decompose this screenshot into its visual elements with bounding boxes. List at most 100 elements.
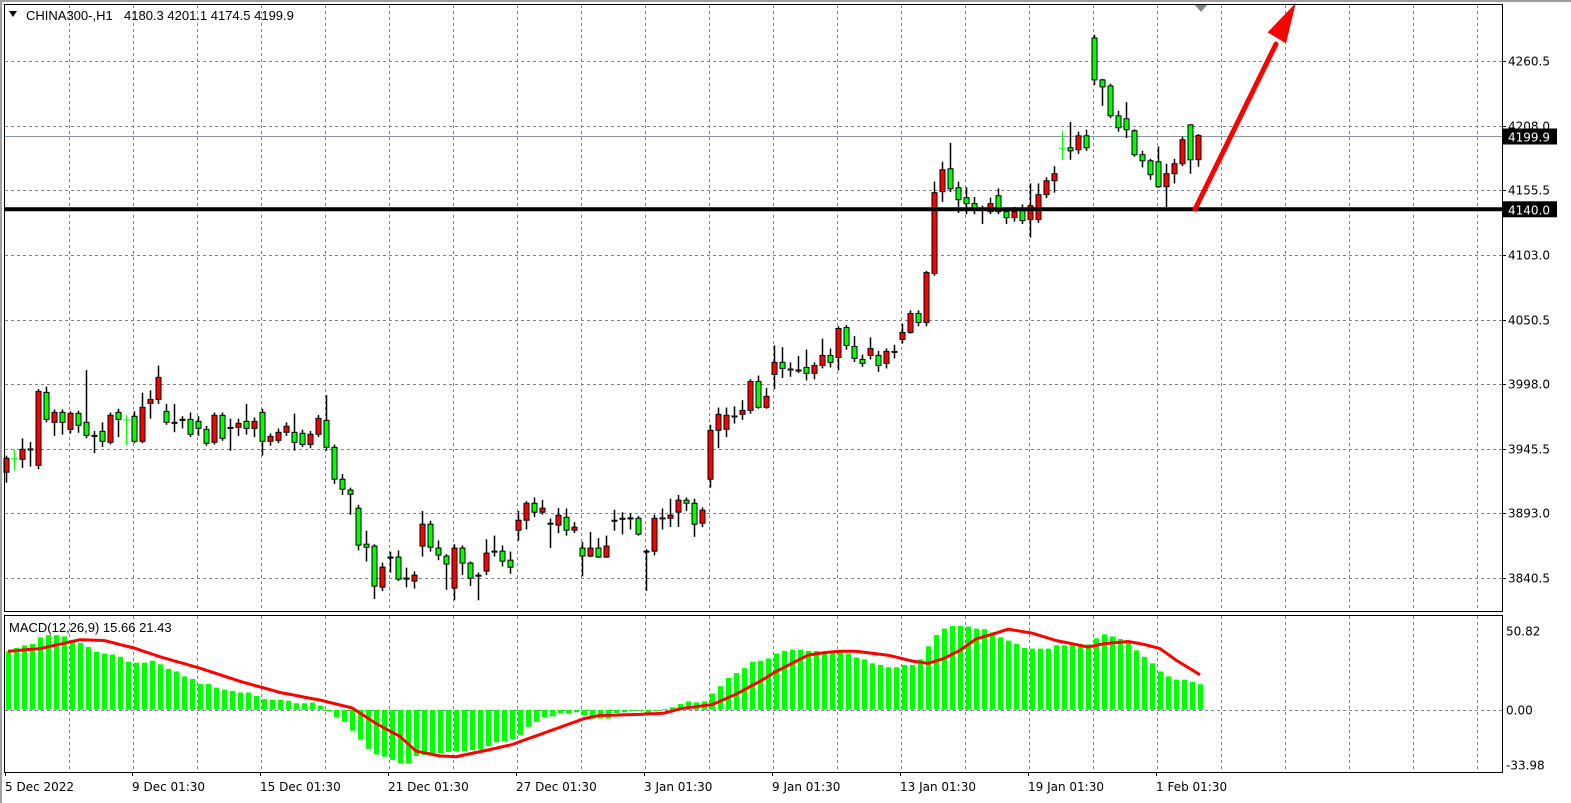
candle bbox=[419, 511, 426, 557]
candle bbox=[1043, 177, 1050, 199]
candle bbox=[651, 514, 658, 556]
candle bbox=[51, 409, 58, 436]
macd-bar bbox=[350, 709, 355, 731]
macd-bar bbox=[494, 709, 499, 743]
macd-tick-label: -33.98 bbox=[1506, 759, 1545, 773]
macd-bar bbox=[454, 709, 459, 752]
candle bbox=[547, 518, 554, 549]
candle-body bbox=[731, 415, 738, 418]
macd-bar bbox=[854, 657, 859, 710]
candle bbox=[1051, 166, 1058, 193]
candle-body bbox=[251, 420, 258, 429]
trend-arrow-shaft[interactable] bbox=[1192, 41, 1279, 212]
current-price-tag bbox=[1503, 128, 1557, 145]
candle-body bbox=[131, 415, 138, 442]
candle bbox=[75, 410, 82, 433]
candle bbox=[219, 412, 226, 441]
arrow-up-icon[interactable] bbox=[1267, 2, 1296, 44]
candle-body bbox=[163, 410, 170, 423]
candle bbox=[659, 508, 666, 530]
macd-bar bbox=[174, 671, 179, 710]
macd-bar bbox=[1126, 642, 1131, 710]
candle bbox=[283, 422, 290, 436]
macd-bar bbox=[870, 663, 875, 710]
macd-bar bbox=[846, 653, 851, 710]
candle-body bbox=[19, 448, 26, 460]
candle-body bbox=[539, 507, 546, 513]
candle-body bbox=[419, 523, 426, 547]
macd-bar bbox=[462, 709, 467, 752]
candle-body bbox=[83, 421, 90, 436]
candle bbox=[203, 426, 210, 446]
candle-body bbox=[307, 433, 314, 445]
candle bbox=[19, 438, 26, 468]
macd-bar bbox=[262, 699, 267, 710]
macd-bar bbox=[726, 678, 731, 710]
candle bbox=[603, 535, 610, 558]
candle bbox=[307, 430, 314, 449]
x-tick-label: 1 Feb 01:30 bbox=[1156, 780, 1227, 794]
candle-body bbox=[883, 350, 890, 364]
annotations[interactable] bbox=[5, 2, 1502, 212]
candle-body bbox=[739, 409, 746, 415]
candle bbox=[123, 414, 130, 446]
macd-bar bbox=[1174, 679, 1179, 710]
candle-body bbox=[939, 169, 946, 193]
chart-shift-marker-icon[interactable] bbox=[1195, 5, 1207, 12]
candle bbox=[915, 310, 922, 327]
collapse-triangle-icon[interactable] bbox=[9, 11, 17, 17]
macd-bar bbox=[1134, 650, 1139, 710]
candle-body bbox=[635, 517, 642, 535]
candle bbox=[691, 498, 698, 537]
candle bbox=[59, 409, 66, 435]
candle bbox=[587, 531, 594, 558]
candle-body bbox=[523, 502, 530, 521]
candle bbox=[1115, 110, 1122, 132]
macd-bar bbox=[814, 650, 819, 710]
candle bbox=[171, 403, 178, 433]
candle bbox=[1075, 131, 1082, 154]
candle bbox=[803, 349, 810, 381]
macd-bar bbox=[1038, 648, 1043, 710]
candle-body bbox=[1115, 115, 1122, 129]
macd-bar bbox=[1190, 681, 1195, 710]
candle-body bbox=[1003, 211, 1010, 219]
candle-body bbox=[139, 406, 146, 442]
macd-bar bbox=[1054, 645, 1059, 710]
macd-bar bbox=[230, 690, 235, 710]
macd-bar bbox=[198, 683, 203, 710]
candle-body bbox=[659, 517, 666, 520]
macd-bar bbox=[46, 635, 51, 710]
macd-bar bbox=[710, 693, 715, 710]
macd-bar bbox=[774, 653, 779, 710]
macd-bar bbox=[382, 709, 387, 757]
macd-bar bbox=[878, 664, 883, 710]
macd-bar bbox=[110, 654, 115, 710]
candle-body bbox=[1131, 130, 1138, 156]
candle bbox=[403, 567, 410, 588]
macd-bar bbox=[782, 650, 787, 710]
candle bbox=[323, 395, 330, 451]
candle-body bbox=[667, 514, 674, 519]
candle-body bbox=[947, 168, 954, 190]
level-price-tag-label: 4140.0 bbox=[1508, 203, 1550, 217]
macd-bar bbox=[158, 664, 163, 710]
candle bbox=[715, 407, 722, 449]
macd-bar bbox=[302, 703, 307, 710]
candle-body bbox=[1019, 210, 1026, 222]
macd-bar bbox=[942, 628, 947, 710]
candle bbox=[379, 562, 386, 592]
candle-body bbox=[1107, 85, 1114, 117]
macd-bar bbox=[102, 653, 107, 710]
candle-body bbox=[683, 499, 690, 504]
candle bbox=[67, 411, 74, 434]
candle-body bbox=[843, 327, 850, 346]
candle-body bbox=[235, 422, 242, 428]
current-price-tag-label: 4199.9 bbox=[1508, 131, 1550, 145]
candle bbox=[475, 572, 482, 601]
candle-body bbox=[819, 354, 826, 366]
macd-bar bbox=[582, 709, 587, 716]
candles bbox=[3, 34, 1202, 601]
candle bbox=[331, 444, 338, 484]
